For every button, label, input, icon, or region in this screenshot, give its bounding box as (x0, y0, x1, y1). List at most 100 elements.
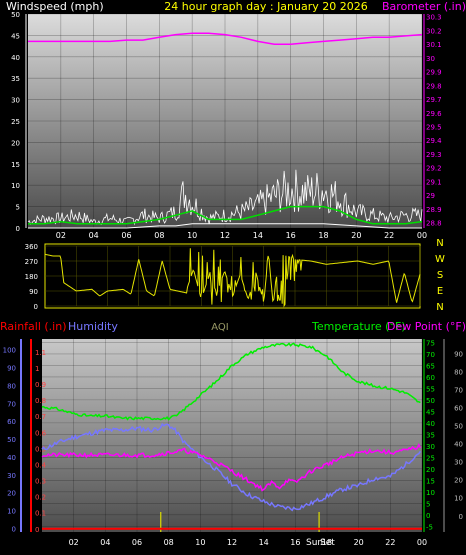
right-tick-label: 29.7 (426, 96, 442, 104)
temperature-tick-label: 15 (426, 477, 435, 485)
wind-avg-line (28, 205, 423, 225)
x-tick-label: 12 (227, 538, 237, 547)
x-tick-label: 02 (69, 538, 79, 547)
left-tick-label: 40 (11, 54, 20, 62)
rainfall-tick-label: 0 (35, 526, 39, 534)
temperature-line (41, 342, 421, 421)
x-tick-label: 20 (351, 231, 361, 240)
right-tick-label: 29.3 (426, 151, 442, 159)
humidity-tick-label: 60 (7, 418, 16, 426)
direction-tick-label: 360 (25, 243, 38, 251)
dewpoint-rh-tick-label: 10 (454, 495, 463, 503)
x-tick-label: 14 (253, 231, 263, 240)
left-tick-label: 10 (11, 182, 20, 190)
temperature-label: Temperature (°F) (311, 320, 406, 333)
rainfall-tick-label: 0.5 (35, 445, 46, 453)
right-tick-label: 29 (426, 192, 435, 200)
humidity-tick-label: 70 (7, 400, 16, 408)
temperature-tick-label: 25 (426, 454, 435, 462)
humidity-line (41, 422, 422, 512)
temperature-tick-label: 75 (426, 339, 435, 347)
x-tick-label: 18 (322, 538, 332, 547)
dewpoint-rh-tick-label: 60 (454, 405, 463, 413)
x-tick-label: 00 (417, 231, 427, 240)
right-tick-label: 29.2 (426, 165, 442, 173)
right-tick-label: 30.2 (426, 27, 442, 35)
left-tick-label: 25 (11, 118, 20, 126)
right-tick-label: 28.8 (426, 220, 442, 228)
left-tick-label: 20 (11, 139, 20, 147)
right-tick-label: 29.4 (426, 137, 442, 145)
humidity-tick-label: 10 (7, 508, 16, 516)
temperature-tick-label: 55 (426, 385, 435, 393)
temperature-tick-label: 45 (426, 408, 435, 416)
x-tick-label: 06 (132, 538, 142, 547)
bottom-panel-background (42, 339, 422, 532)
left-tick-label: 35 (11, 75, 20, 83)
x-tick-label: 08 (154, 231, 164, 240)
wind-direction-line (44, 248, 421, 308)
temperature-tick-label: 70 (426, 351, 435, 359)
temperature-tick-label: 20 (426, 466, 435, 474)
temperature-tick-label: -5 (426, 523, 433, 531)
dewpoint-rh-tick-label: 70 (454, 387, 463, 395)
x-tick-label: 06 (121, 231, 131, 240)
right-tick-label: 28.9 (426, 206, 442, 214)
compass-label: N (436, 302, 443, 313)
humidity-tick-label: 40 (7, 454, 16, 462)
temperature-tick-label: 5 (426, 500, 430, 508)
sunrise-label: Sun (306, 538, 323, 548)
x-tick-label: 14 (259, 538, 269, 547)
compass-label: W (435, 254, 445, 265)
rainfall-tick-label: 1 (35, 365, 39, 373)
rainfall-tick-label: 0.7 (35, 413, 46, 421)
dewpoint-rh-tick-label: 90 (454, 350, 463, 358)
rainfall-label: Rainfall (.in) (0, 320, 67, 333)
rainfall-tick-label: 0.3 (35, 478, 46, 486)
humidity-tick-label: 80 (7, 382, 16, 390)
x-tick-label: 02 (56, 231, 66, 240)
x-tick-label: 04 (100, 538, 110, 547)
dewpoint-line (41, 443, 422, 492)
right-tick-label: 29.9 (426, 69, 442, 77)
chart-title: 24 hour graph day : January 20 2026 (164, 0, 368, 13)
dewpoint-label: Dew Point (°F) (387, 320, 466, 333)
x-tick-label: 22 (385, 538, 395, 547)
left-tick-label: 0 (16, 225, 20, 233)
barometer-line (28, 32, 423, 45)
temperature-tick-label: 40 (426, 420, 435, 428)
x-tick-label: 10 (195, 538, 205, 547)
right-tick-label: 29.6 (426, 110, 442, 118)
humidity-tick-label: 100 (3, 347, 16, 355)
x-tick-label: 04 (89, 231, 99, 240)
left-tick-label: 5 (16, 204, 20, 212)
direction-tick-label: 90 (29, 288, 38, 296)
right-tick-label: 29.8 (426, 82, 442, 90)
rainfall-tick-label: 0.4 (35, 461, 47, 469)
direction-tick-label: 270 (25, 258, 38, 266)
temperature-tick-label: 65 (426, 362, 435, 370)
humidity-tick-label: 90 (7, 365, 16, 373)
rainfall-tick-label: 0.2 (35, 494, 46, 502)
dewpoint-rh-tick-label: 30 (454, 459, 463, 467)
wind-gust-line (27, 169, 423, 226)
wind-min-line (28, 223, 422, 229)
aqi-label: AQI (211, 322, 229, 333)
rainfall-tick-label: 0.1 (35, 510, 46, 518)
x-tick-label: 22 (384, 231, 394, 240)
compass-label: N (436, 238, 443, 249)
dewpoint-rh-tick-label: 40 (454, 441, 463, 449)
temperature-tick-label: 10 (426, 489, 435, 497)
direction-tick-label: 0 (34, 303, 38, 311)
rainfall-tick-label: 0.6 (35, 429, 47, 437)
windspeed-label: Windspeed (mph) (6, 0, 104, 13)
temperature-tick-label: 35 (426, 431, 435, 439)
right-tick-label: 29.5 (426, 123, 442, 131)
x-tick-label: 00 (417, 538, 427, 547)
barometer-label: Barometer (.in) (382, 0, 466, 13)
humidity-tick-label: 0 (12, 525, 16, 533)
temperature-tick-label: 50 (426, 397, 435, 405)
left-tick-label: 50 (11, 11, 20, 19)
humidity-tick-label: 30 (7, 472, 16, 480)
left-tick-label: 30 (11, 97, 20, 105)
